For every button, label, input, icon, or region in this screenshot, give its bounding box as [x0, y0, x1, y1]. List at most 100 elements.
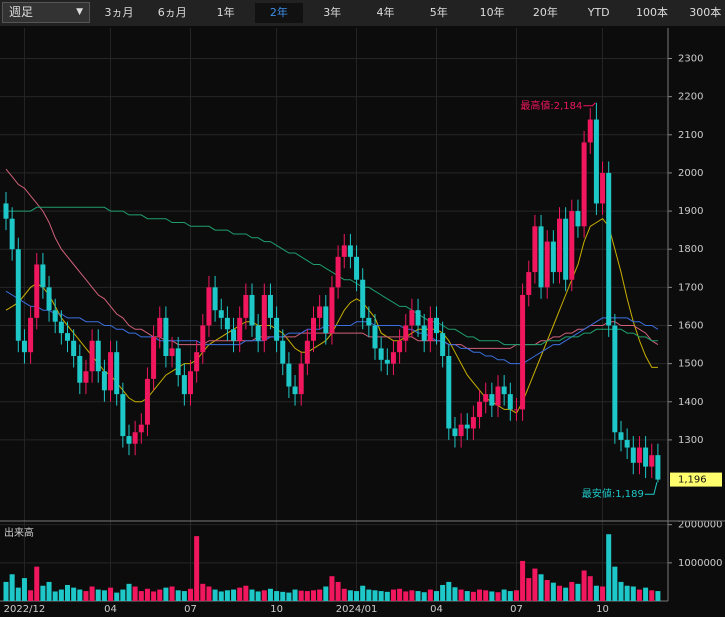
volume-bar — [243, 585, 249, 601]
volume-bar — [132, 586, 138, 601]
y-tick-label: 1000000 — [678, 558, 723, 569]
candle-body — [354, 256, 360, 280]
candle-body — [169, 348, 175, 356]
volume-bar — [335, 581, 341, 601]
x-tick-label: 04 — [104, 604, 117, 615]
candle-body — [643, 447, 649, 467]
range-button[interactable]: 5年 — [429, 6, 448, 19]
volume-bar — [163, 587, 169, 601]
range-button[interactable]: 4年 — [376, 6, 395, 19]
volume-bar — [311, 590, 316, 601]
volume-bar — [206, 586, 212, 601]
volume-bar — [83, 591, 89, 601]
candle-body — [532, 226, 538, 273]
volume-bar — [231, 589, 237, 601]
candle-body — [593, 119, 599, 204]
volume-bar — [71, 587, 77, 601]
candle-body — [557, 218, 562, 273]
candle-body — [286, 363, 292, 387]
range-button[interactable]: 100本 — [636, 6, 668, 19]
volume-bar — [157, 589, 163, 601]
candle-body — [274, 317, 280, 341]
interval-select[interactable]: 週足 ▼ — [2, 2, 90, 23]
volume-bar — [612, 566, 618, 601]
toolbar: 週足 ▼ 3ヵ月 6ヵ月 1年 2年 3年 4年 5年 10年 20年 YTD 100本 300本 — [0, 0, 725, 26]
candle-body — [550, 241, 556, 273]
volume-bar — [624, 585, 630, 601]
moving-average-line — [6, 206, 658, 346]
candle-body — [434, 317, 439, 334]
annotation-arrow — [644, 482, 658, 495]
volume-bar — [489, 591, 495, 601]
volume-bar — [95, 589, 101, 601]
volume-bar — [630, 586, 636, 601]
x-tick-label: 2024/01 — [336, 604, 378, 615]
range-button[interactable]: 20年 — [532, 6, 558, 19]
candle-body — [83, 371, 89, 383]
volume-bar — [452, 587, 458, 601]
range-button[interactable]: 10年 — [479, 6, 505, 19]
candle-body — [108, 352, 114, 391]
candle-body — [292, 386, 298, 395]
volume-bar — [606, 534, 612, 601]
range-button[interactable]: 300本 — [689, 6, 722, 19]
volume-bar — [101, 590, 107, 601]
volume-bar — [569, 581, 575, 601]
volume-bar — [218, 591, 224, 601]
volume-bar — [34, 566, 40, 601]
candle-body — [600, 172, 606, 204]
range-button[interactable]: 1年 — [216, 6, 235, 19]
range-button[interactable]: 3ヵ月 — [104, 6, 134, 19]
volume-bar — [563, 587, 569, 601]
range-button[interactable]: 2年 — [254, 3, 303, 23]
candle-body — [440, 333, 446, 356]
candle-body — [138, 424, 144, 433]
y-tick-label: 1700 — [678, 282, 703, 293]
volume-bar — [304, 591, 310, 601]
range-button[interactable]: YTD — [587, 6, 610, 19]
volume-bar — [249, 589, 255, 601]
volume-bar — [212, 589, 218, 601]
candle-body — [544, 241, 550, 288]
volume-bar — [409, 590, 415, 601]
volume-bar — [403, 591, 409, 601]
volume-bar — [28, 590, 34, 601]
candle-body — [575, 211, 581, 227]
volume-bar — [575, 583, 581, 601]
x-tick-label: 07 — [184, 604, 197, 615]
volume-bar — [274, 591, 280, 601]
candle-body — [231, 329, 237, 341]
range-button[interactable]: 3年 — [323, 6, 342, 19]
candle-body — [421, 325, 427, 341]
volume-bar — [655, 591, 661, 601]
volume-bar — [329, 576, 335, 601]
candle-body — [28, 317, 34, 353]
candle-body — [194, 352, 200, 372]
candle-body — [34, 264, 40, 318]
candle-body — [655, 455, 661, 480]
candle-body — [458, 424, 464, 437]
candle-body — [120, 394, 126, 437]
candle-body — [397, 340, 403, 353]
volume-bar — [292, 589, 298, 601]
volume-bar — [298, 590, 304, 601]
candle-body — [249, 294, 255, 326]
candle-body — [427, 317, 433, 341]
candle-body — [624, 439, 630, 448]
dropdown-arrow: ▼ — [76, 7, 83, 17]
range-button[interactable]: 6ヵ月 — [157, 6, 187, 19]
volume-bar — [581, 570, 587, 601]
candle-body — [181, 375, 187, 395]
volume-bar — [138, 591, 144, 601]
candle-body — [366, 317, 372, 326]
candle-body — [95, 340, 101, 372]
volume-bar — [526, 578, 532, 601]
volume-bar — [151, 591, 157, 601]
volume-bar — [360, 585, 366, 601]
panel-title: 出来高 — [4, 526, 34, 539]
candle-body — [304, 340, 310, 364]
volume-bar — [440, 584, 446, 601]
candle-body — [612, 325, 618, 433]
y-tick-label: 2000 — [678, 168, 703, 179]
volume-bar — [341, 588, 347, 601]
